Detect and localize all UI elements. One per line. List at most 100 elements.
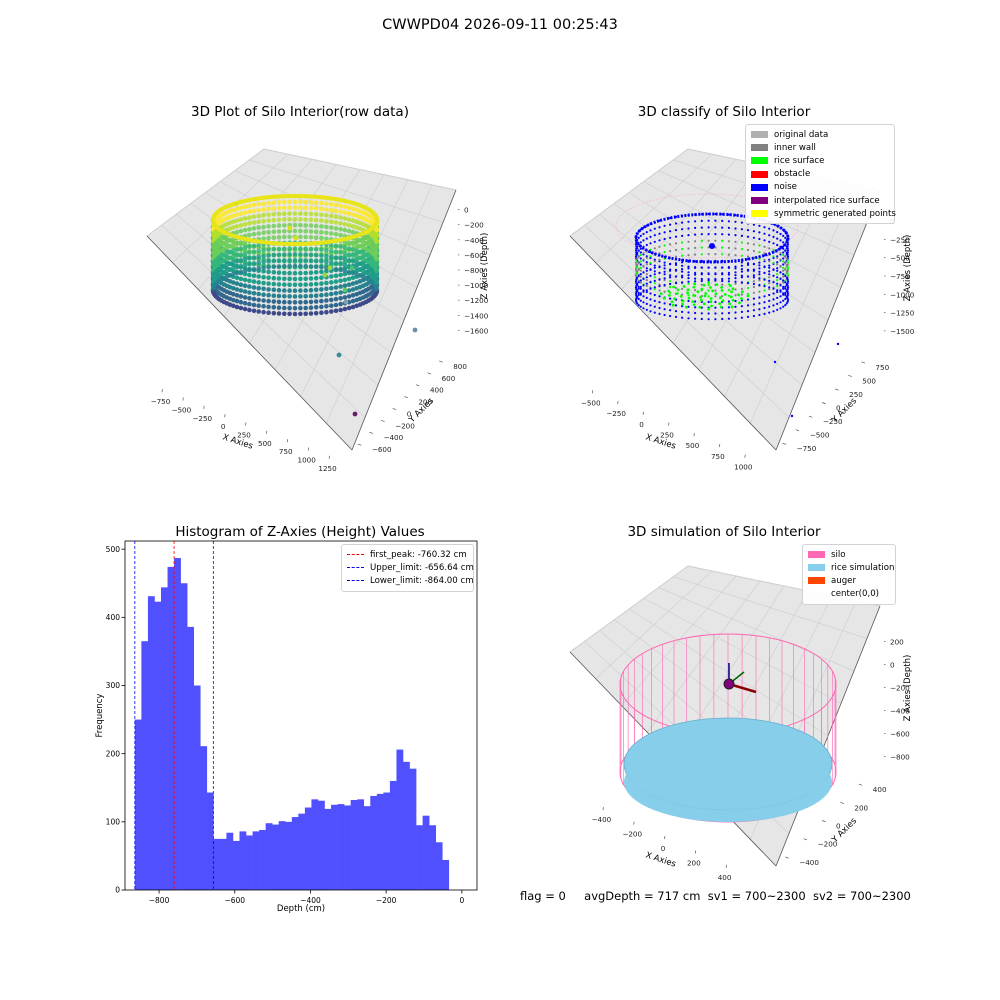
classify-point bbox=[637, 274, 640, 277]
raw-point bbox=[234, 270, 240, 276]
classify-point bbox=[776, 261, 779, 264]
raw-point bbox=[234, 298, 240, 304]
raw-point bbox=[333, 208, 339, 214]
classify-point bbox=[687, 277, 690, 280]
rice-surface-point bbox=[693, 282, 696, 286]
classify-point bbox=[740, 270, 744, 273]
raw-point bbox=[292, 305, 298, 311]
raw-point bbox=[251, 249, 257, 254]
raw-point bbox=[308, 200, 314, 205]
raw-point bbox=[251, 296, 257, 302]
raw-point bbox=[231, 225, 236, 230]
classify-point bbox=[763, 289, 766, 292]
classify-point bbox=[635, 284, 638, 287]
classify-point bbox=[700, 277, 703, 281]
classify-point bbox=[669, 282, 672, 286]
raw-point bbox=[319, 287, 324, 292]
raw-point bbox=[350, 206, 356, 212]
classify-point bbox=[674, 268, 678, 271]
classify-point bbox=[784, 293, 787, 296]
classify-point bbox=[782, 305, 785, 308]
classify-point bbox=[714, 306, 717, 309]
classify-point bbox=[785, 276, 788, 279]
raw-point bbox=[251, 273, 257, 279]
raw-point bbox=[292, 300, 298, 305]
classify-point bbox=[776, 237, 779, 240]
classify-point bbox=[687, 305, 690, 308]
raw-point bbox=[324, 201, 329, 206]
classify-point bbox=[740, 276, 744, 279]
raw-point bbox=[346, 288, 352, 293]
raw-point bbox=[261, 253, 266, 259]
raw-point bbox=[231, 213, 236, 219]
p2-y-tick-label-5: 500 bbox=[862, 376, 876, 385]
classify-point bbox=[740, 310, 744, 313]
raw-point bbox=[261, 280, 266, 286]
classify-point bbox=[776, 255, 779, 258]
classify-point bbox=[637, 287, 640, 290]
classify-point bbox=[642, 307, 645, 310]
raw-point bbox=[276, 270, 282, 276]
classify-point bbox=[645, 296, 648, 299]
classify-point bbox=[785, 245, 788, 248]
rice-surface-point bbox=[746, 294, 750, 298]
raw-point bbox=[319, 269, 324, 275]
raw-point bbox=[313, 212, 319, 217]
raw-point bbox=[298, 228, 303, 234]
raw-point bbox=[276, 276, 282, 281]
raw-point bbox=[266, 298, 271, 304]
raw-point bbox=[303, 205, 309, 211]
classify-point bbox=[637, 293, 640, 296]
raw-point bbox=[247, 209, 252, 214]
classify-point bbox=[752, 269, 756, 272]
raw-point bbox=[338, 261, 343, 267]
raw-point bbox=[287, 282, 292, 288]
raw-point bbox=[256, 248, 262, 254]
p2-y-tick-mark-6 bbox=[861, 361, 866, 364]
histogram-bar-25 bbox=[298, 813, 306, 890]
classify-point bbox=[639, 273, 642, 276]
classify-point bbox=[637, 285, 640, 288]
raw-point bbox=[251, 214, 257, 219]
classify-point bbox=[637, 291, 640, 295]
classify-point bbox=[636, 257, 639, 260]
histogram-bar-12 bbox=[213, 838, 221, 890]
classify-point bbox=[734, 274, 737, 277]
raw-point bbox=[338, 296, 343, 301]
rice-surface-point bbox=[702, 283, 706, 287]
rice-surface-point bbox=[731, 287, 735, 291]
raw-point bbox=[276, 299, 282, 305]
classify-point bbox=[758, 231, 761, 234]
classify-point bbox=[663, 261, 666, 264]
classify-point bbox=[782, 279, 785, 282]
raw-point bbox=[234, 212, 240, 217]
raw-point bbox=[313, 200, 319, 205]
rice-surface-point bbox=[740, 297, 743, 300]
raw-point bbox=[292, 246, 298, 251]
rice-simulation-body bbox=[624, 742, 832, 822]
p2-z-tick-label-6: −1500 bbox=[890, 327, 915, 336]
classify-point bbox=[639, 266, 642, 269]
classify-point bbox=[707, 219, 710, 222]
classify-point bbox=[734, 288, 737, 291]
classify-point bbox=[635, 272, 638, 275]
classify-point bbox=[763, 265, 766, 268]
classify-point bbox=[639, 269, 642, 272]
classify-point bbox=[776, 302, 779, 305]
raw-point bbox=[342, 222, 348, 227]
classify-point bbox=[649, 310, 652, 313]
p2-y-tick-label-1: −500 bbox=[810, 431, 830, 440]
raw-point bbox=[346, 217, 352, 222]
raw-point bbox=[333, 243, 339, 249]
classify-point bbox=[642, 271, 645, 274]
raw-point bbox=[238, 294, 244, 299]
status-sv2: sv2 = 700~2300 bbox=[812, 889, 911, 903]
raw-point bbox=[298, 294, 303, 299]
legend-entry-auger: auger bbox=[808, 574, 890, 587]
classify-point bbox=[687, 282, 690, 285]
classify-point bbox=[694, 226, 697, 229]
classify-point bbox=[636, 251, 639, 254]
classify-point bbox=[721, 295, 724, 298]
classify-point bbox=[694, 306, 697, 309]
raw-point bbox=[319, 275, 324, 281]
